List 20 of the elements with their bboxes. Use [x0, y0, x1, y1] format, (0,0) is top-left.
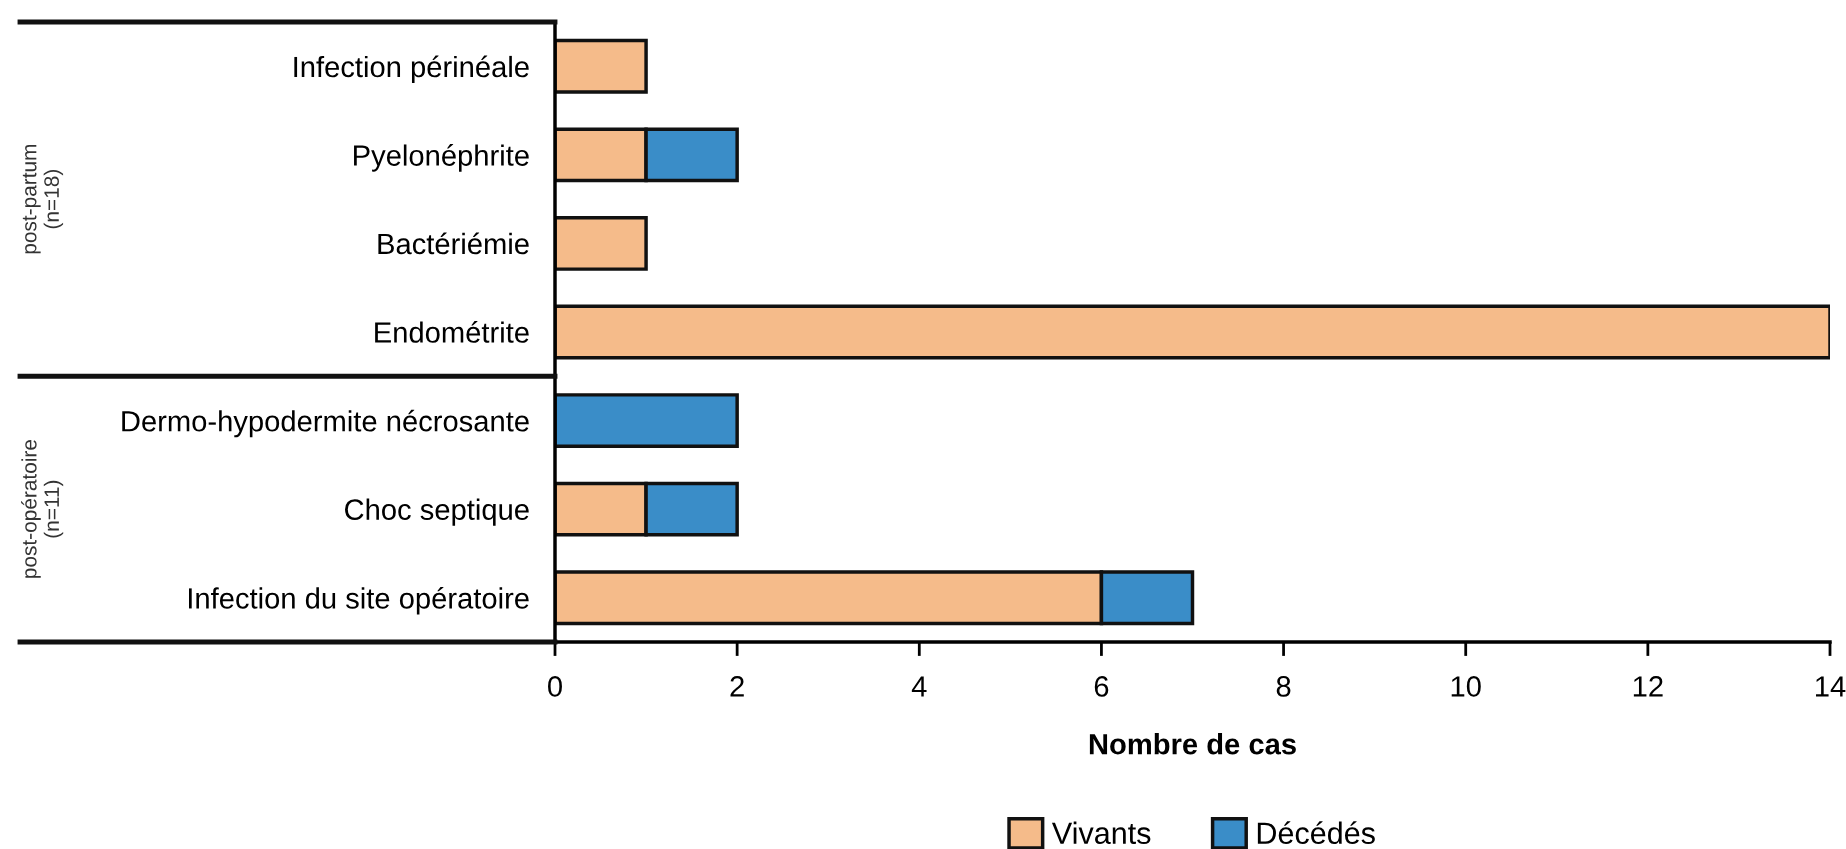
- x-tick-label: 0: [548, 676, 562, 697]
- x-tick-label: 8: [1276, 676, 1291, 697]
- y-tick-label: Pyelonéphrite: [354, 144, 529, 172]
- y-tick-label: Dermo-hypodermite nécrosante: [122, 409, 529, 438]
- x-tick-label: 6: [1094, 676, 1109, 697]
- y-tick-label: Bactériémie: [378, 232, 529, 255]
- y-tick-label: Choc septique: [345, 498, 529, 526]
- x-tick-label: 10: [1451, 676, 1481, 697]
- x-tick-label: 4: [911, 676, 927, 697]
- legend-label: Décédés: [1257, 821, 1375, 845]
- x-tick-label: 12: [1633, 676, 1663, 697]
- text: post-opératoire (n=11): [21, 440, 64, 578]
- legend-label: Vivants: [1051, 821, 1151, 845]
- y-tick-label: Infection périnéale: [294, 55, 529, 84]
- y-tick-label: Endométrite: [375, 321, 529, 343]
- x-tick-label: 2: [730, 676, 744, 697]
- text: post-partum (n=18): [22, 144, 64, 254]
- x-axis-title: Nombre de cas: [1089, 733, 1296, 755]
- y-tick-label: Infection du site opératoire: [188, 586, 529, 615]
- x-tick-label: 14: [1816, 676, 1846, 697]
